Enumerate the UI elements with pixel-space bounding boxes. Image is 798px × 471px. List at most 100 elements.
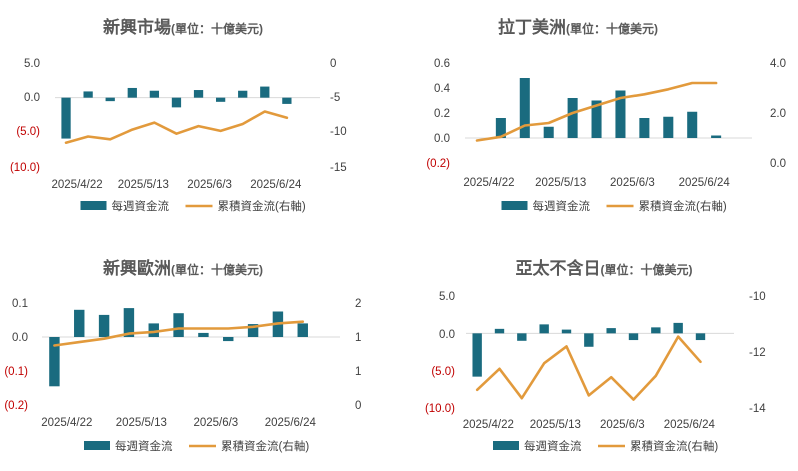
bar-mark xyxy=(591,100,602,138)
x-tick-label: 2025/5/13 xyxy=(535,177,586,189)
legend-line-label: 累積資金流(右軸) xyxy=(218,199,306,213)
bar-mark xyxy=(260,86,270,98)
bar-mark xyxy=(543,126,554,138)
y-right-tick-label: 1 xyxy=(355,332,361,344)
cumulative-line xyxy=(475,335,702,401)
y-right-tick-label: 1 xyxy=(355,366,361,378)
y-right-tick-label: 0 xyxy=(330,58,336,70)
bar-mark xyxy=(127,87,137,98)
cumulative-line xyxy=(53,320,305,347)
y-right-tick-label: -10 xyxy=(330,126,347,138)
bar-mark xyxy=(628,333,639,341)
chart-title: 亞太不含日(單位：十億美元) xyxy=(516,258,693,278)
bar-mark xyxy=(148,323,159,337)
legend-bar-label: 每週資金流 xyxy=(115,439,173,453)
x-tick-label: 2025/5/13 xyxy=(530,419,581,431)
bar-mark xyxy=(495,118,506,138)
chart-title-unit: (單位：十億美元) xyxy=(601,262,693,277)
legend-bar-swatch xyxy=(501,201,528,210)
x-tick-label: 2025/4/22 xyxy=(51,179,102,191)
y-right-tick-label: -15 xyxy=(330,162,347,174)
bar-mark xyxy=(282,97,292,104)
chart-title-unit: (單位：十億美元) xyxy=(171,262,263,277)
cumulative-line xyxy=(64,110,289,144)
chart-title-unit: (單位：十億美元) xyxy=(171,21,263,36)
y-left-tick-label: 0.1 xyxy=(12,298,28,310)
x-tick-label: 2025/4/22 xyxy=(463,177,514,189)
bar-mark xyxy=(198,332,209,337)
bar-mark xyxy=(663,116,674,138)
y-left-tick-label: 0.0 xyxy=(12,332,28,344)
x-tick-label: 2025/6/3 xyxy=(193,417,238,429)
chart-title-main: 亞太不含日 xyxy=(516,258,601,278)
bar-mark xyxy=(149,90,160,98)
bar-mark xyxy=(238,90,248,98)
legend-line-label: 累積資金流(右軸) xyxy=(630,439,718,453)
bar-mark xyxy=(223,337,234,342)
bar-mark xyxy=(193,90,204,98)
y-left-tick-label: 0.0 xyxy=(24,92,40,104)
y-left-tick-label: 0.4 xyxy=(434,83,451,95)
chart-panel-2: 拉丁美洲(單位：十億美元) 0.6 0.4 0.2 0.0 (0.2) 4.0 2.0 0.0 2… xyxy=(426,17,786,213)
y-right-tick-label: -12 xyxy=(749,347,766,359)
legend-bar-label: 每週資金流 xyxy=(533,199,591,213)
bar-mark xyxy=(215,97,226,102)
y-right-tick-label: -10 xyxy=(749,291,766,303)
y-left-tick-label: 5.0 xyxy=(439,291,455,303)
y-left-tick-label: (0.1) xyxy=(4,366,28,378)
x-tick-label: 2025/5/13 xyxy=(116,417,167,429)
bar-mark xyxy=(673,322,683,334)
bar-mark xyxy=(711,135,722,138)
x-tick-label: 2025/5/13 xyxy=(118,179,169,191)
bar-mark xyxy=(567,98,578,138)
bar-mark xyxy=(615,90,626,138)
y-right-tick-label: 2.0 xyxy=(770,108,786,120)
y-left-tick-label: (5.0) xyxy=(431,366,455,378)
bar-mark xyxy=(83,91,93,98)
x-tick-label: 2025/6/24 xyxy=(265,417,317,429)
chart-title-unit: (單位：十億美元) xyxy=(566,21,658,36)
bar-mark xyxy=(173,313,184,337)
y-right-tick-label: 0.0 xyxy=(770,158,786,170)
bar-mark xyxy=(539,324,549,334)
bar-mark xyxy=(49,337,60,387)
bar-mark xyxy=(98,314,110,337)
chart-panel-1: 新興市場(單位：十億美元) 5.0 0.0 (5.0) (10.0) 0 -5 -10 -15 2… xyxy=(10,17,347,213)
x-tick-label: 2025/6/24 xyxy=(679,177,731,189)
y-right-tick-label: 2 xyxy=(355,298,361,310)
chart-title-main: 拉丁美洲 xyxy=(498,17,566,37)
y-left-tick-label: (0.2) xyxy=(4,400,28,412)
chart-title: 新興市場(單位：十億美元) xyxy=(103,17,263,37)
bar-mark xyxy=(695,333,706,341)
x-tick-label: 2025/4/22 xyxy=(463,419,514,431)
bar-mark xyxy=(494,328,505,334)
legend-bar-swatch xyxy=(84,441,110,450)
bar-mark xyxy=(105,97,115,102)
legend-bar-swatch xyxy=(493,441,519,450)
x-tick-label: 2025/6/3 xyxy=(187,179,232,191)
bar-mark xyxy=(74,309,85,337)
bar-mark xyxy=(606,328,616,334)
legend-bar-swatch xyxy=(80,201,107,210)
x-tick-label: 2025/6/24 xyxy=(250,179,302,191)
bar-mark xyxy=(297,323,308,337)
chart-panel-4: 亞太不含日(單位：十億美元) 5.0 0.0 (5.0) (10.0) -10 -12 -14… xyxy=(425,258,766,453)
bar-mark xyxy=(519,78,530,138)
bar-mark xyxy=(584,333,594,347)
chart-panel-3: 新興歐洲(單位：十億美元) 0.1 0.0 (0.1) (0.2) 2 1 1 0 2025/4/… xyxy=(4,258,361,453)
y-left-tick-label: (10.0) xyxy=(425,403,455,415)
y-left-tick-label: (0.2) xyxy=(426,158,450,170)
x-tick-label: 2025/6/24 xyxy=(664,419,716,431)
bar-mark xyxy=(517,333,527,341)
x-tick-label: 2025/4/22 xyxy=(41,417,92,429)
x-tick-label: 2025/6/3 xyxy=(600,419,645,431)
y-right-tick-label: -14 xyxy=(749,403,766,415)
bar-mark xyxy=(171,97,182,108)
chart-title: 新興歐洲(單位：十億美元) xyxy=(103,258,263,278)
chart-title: 拉丁美洲(單位：十億美元) xyxy=(498,17,658,37)
y-left-tick-label: (5.0) xyxy=(16,126,40,138)
chart-title-main: 新興市場 xyxy=(103,17,171,37)
y-left-tick-label: 0.2 xyxy=(434,108,450,120)
bar-mark xyxy=(687,111,698,138)
